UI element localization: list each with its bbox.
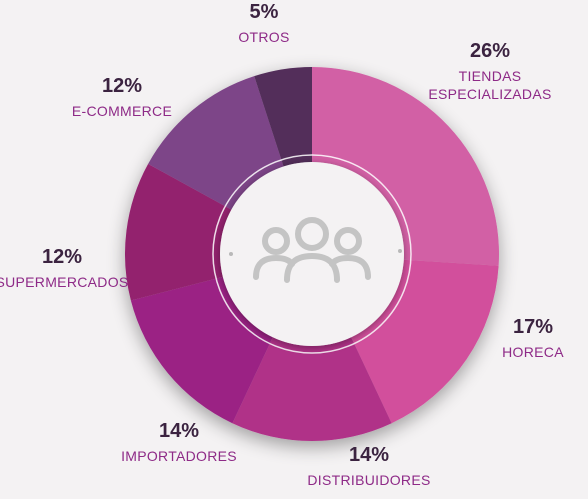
category-label: DISTRIBUIDORES xyxy=(307,472,430,488)
category-label: E-COMMERCE xyxy=(72,103,172,119)
category-label: HORECA xyxy=(502,344,564,360)
value-label: 12% xyxy=(102,75,142,97)
slice-tiendas-especializadas xyxy=(312,67,499,266)
category-label: TIENDAS xyxy=(459,68,522,84)
hole-dot-left xyxy=(229,252,233,256)
hole-dot-right xyxy=(398,249,402,253)
category-label: ESPECIALIZADAS xyxy=(428,86,551,102)
slice-importadores xyxy=(130,276,273,424)
value-label: 26% xyxy=(470,40,510,62)
value-label: 14% xyxy=(159,420,199,442)
users-group-icon xyxy=(253,217,371,283)
slice-supermercados xyxy=(125,163,232,301)
category-label: OTROS xyxy=(238,29,289,45)
value-label: 12% xyxy=(42,246,82,268)
value-label: 14% xyxy=(349,444,389,466)
slice-distribuidores xyxy=(232,337,392,441)
slice-otros xyxy=(254,67,312,167)
donut-slices xyxy=(125,67,499,441)
value-label: 17% xyxy=(513,316,553,338)
category-label: SUPERMERCADOS xyxy=(0,274,129,290)
slice-labels: 26% TIENDAS ESPECIALIZADAS 17% HORECA 14% DIST… xyxy=(0,1,564,488)
category-label: IMPORTADORES xyxy=(121,448,237,464)
donut-hole-ring xyxy=(212,154,412,354)
value-label: 5% xyxy=(250,1,279,23)
slice-horeca xyxy=(351,259,499,424)
